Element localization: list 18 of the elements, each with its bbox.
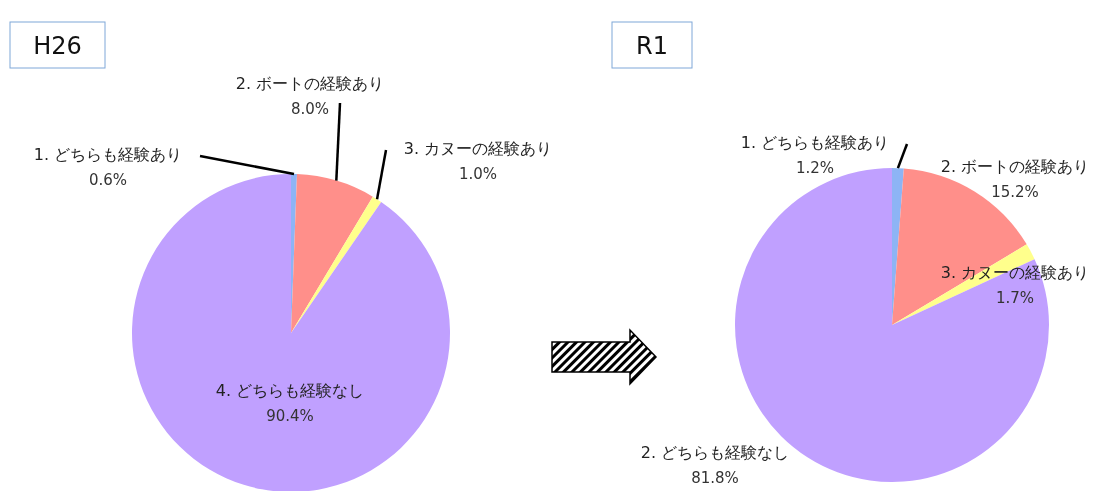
slice-label: 2. ボートの経験あり xyxy=(235,74,385,93)
data-label: 1.7% xyxy=(995,289,1035,307)
slice-label: 1. どちらも経験あり xyxy=(740,133,890,152)
data-label: 1.2% xyxy=(795,159,835,177)
slice-label: 2. どちらも経験なし xyxy=(640,443,790,462)
slice-label: 3. カヌーの経験あり xyxy=(403,139,553,158)
slice-label: 1. どちらも経験あり xyxy=(33,145,183,164)
data-label: 0.6% xyxy=(88,171,128,189)
slice-label: 3. カヌーの経験あり xyxy=(940,263,1090,282)
slice-label: 4. どちらも経験なし xyxy=(215,381,365,400)
data-label: 90.4% xyxy=(266,407,314,425)
data-label: 81.8% xyxy=(691,469,739,487)
data-label: 8.0% xyxy=(290,100,330,118)
data-label: 1.0% xyxy=(458,165,498,183)
data-label: 15.2% xyxy=(991,183,1039,201)
chart-title: R1 xyxy=(636,32,668,60)
slice-label: 2. ボートの経験あり xyxy=(940,157,1090,176)
chart-title: H26 xyxy=(33,32,82,60)
